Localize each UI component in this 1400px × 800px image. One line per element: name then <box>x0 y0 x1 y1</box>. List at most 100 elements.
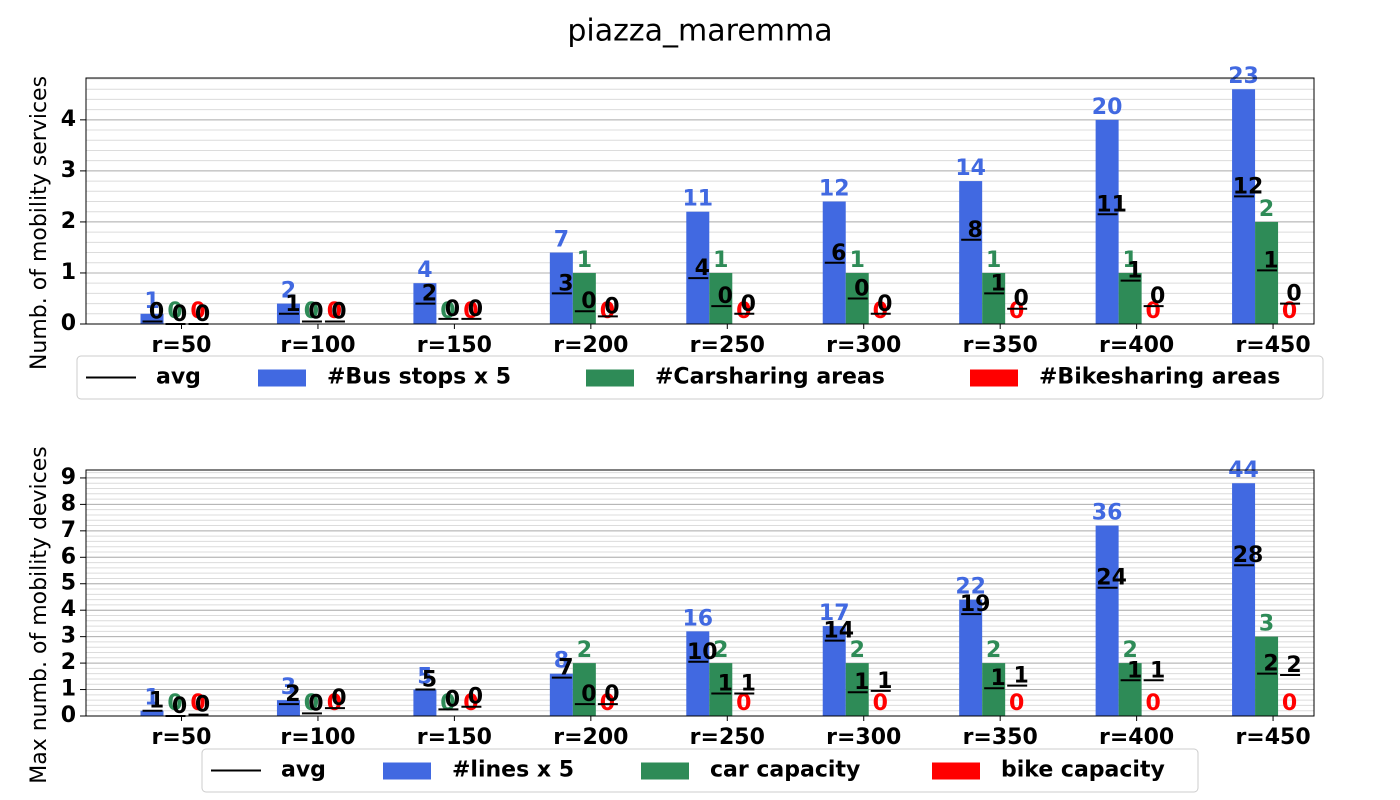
bar <box>845 663 869 716</box>
avg-label: 2 <box>1263 652 1278 677</box>
avg-label: 0 <box>877 292 892 317</box>
value-label: 0 <box>167 691 182 716</box>
value-label: 2 <box>577 638 592 663</box>
avg-label: 19 <box>960 592 991 617</box>
x-tick-label: r=450 <box>1235 725 1310 750</box>
avg-label: 0 <box>445 297 460 322</box>
bar <box>1255 221 1279 324</box>
x-tick-label: r=150 <box>417 725 492 750</box>
avg-label: 0 <box>172 302 187 327</box>
y-tick-label: 1 <box>61 260 76 285</box>
bar <box>413 689 437 716</box>
avg-label: 11 <box>1096 192 1127 217</box>
bar <box>982 663 1006 716</box>
value-label: 7 <box>554 228 569 253</box>
x-tick-label: r=400 <box>1099 725 1174 750</box>
avg-label: 2 <box>422 282 437 307</box>
legend-swatch <box>932 762 980 780</box>
value-label: 0 <box>736 691 751 716</box>
y-tick-label: 7 <box>61 518 76 543</box>
avg-label: 1 <box>991 271 1006 296</box>
x-tick-label: r=200 <box>553 725 628 750</box>
legend-label: #Carsharing areas <box>655 365 885 390</box>
bar <box>1095 119 1119 325</box>
legend-label: #Bus stops x 5 <box>327 365 511 390</box>
value-label: 3 <box>281 675 296 700</box>
avg-label: 0 <box>445 687 460 712</box>
avg-label: 4 <box>695 256 710 281</box>
bar <box>1255 636 1279 716</box>
legend-box <box>76 355 1324 400</box>
avg-label: 0 <box>308 299 323 324</box>
avg-label: 0 <box>604 294 619 319</box>
x-tick-label: r=50 <box>152 333 212 358</box>
avg-label: 0 <box>149 299 164 324</box>
avg-label: 5 <box>422 668 437 693</box>
avg-label: 1 <box>1150 658 1165 683</box>
y-tick-label: 3 <box>61 158 76 183</box>
avg-label: 1 <box>1014 664 1029 689</box>
avg-label: 0 <box>604 682 619 707</box>
legend-label: avg <box>156 365 201 390</box>
value-label: 0 <box>1282 691 1297 716</box>
bar <box>959 599 983 716</box>
avg-label: 1 <box>991 666 1006 691</box>
value-label: 3 <box>1259 612 1274 637</box>
x-tick-label: r=150 <box>417 333 492 358</box>
avg-label: 3 <box>558 271 573 296</box>
avg-label: 2 <box>1286 653 1301 678</box>
y-tick-label: 3 <box>61 624 76 649</box>
value-label: 0 <box>304 691 319 716</box>
y-tick-label: 4 <box>61 597 76 622</box>
value-label: 2 <box>1122 638 1137 663</box>
bar <box>140 710 164 716</box>
value-label: 0 <box>190 299 205 324</box>
y-tick-label: 0 <box>61 703 76 728</box>
avg-label: 28 <box>1233 543 1264 568</box>
avg-label: 0 <box>331 686 346 711</box>
value-label: 5 <box>417 665 432 690</box>
avg-label: 1 <box>1263 248 1278 273</box>
avg-label: 1 <box>741 672 756 697</box>
avg-label: 1 <box>149 689 164 714</box>
avg-label: 8 <box>968 218 983 243</box>
legend-swatch <box>258 369 306 387</box>
bar <box>549 252 573 324</box>
value-label: 2 <box>986 638 1001 663</box>
legend-swatch <box>641 762 689 780</box>
avg-label: 0 <box>1014 287 1029 312</box>
value-label: 0 <box>327 691 342 716</box>
bar <box>1232 89 1256 325</box>
bar <box>959 181 983 324</box>
avg-label: 0 <box>195 302 210 327</box>
avg-label: 24 <box>1096 566 1127 591</box>
value-label: 23 <box>1228 64 1259 89</box>
bar <box>982 272 1006 324</box>
x-tick-label: r=250 <box>690 333 765 358</box>
value-label: 44 <box>1228 458 1259 483</box>
legend-swatch <box>970 369 1018 387</box>
y-tick-label: 4 <box>61 107 76 132</box>
avg-label: 1 <box>877 669 892 694</box>
avg-label: 6 <box>831 241 846 266</box>
value-label: 2 <box>281 279 296 304</box>
bar <box>140 313 164 324</box>
value-label: 1 <box>850 248 865 273</box>
value-label: 2 <box>1259 197 1274 222</box>
x-tick-label: r=400 <box>1099 333 1174 358</box>
value-label: 2 <box>850 638 865 663</box>
avg-label: 0 <box>195 693 210 718</box>
avg-label: 2 <box>285 682 300 707</box>
value-label: 2 <box>713 638 728 663</box>
legend-box <box>201 748 1199 793</box>
avg-label: 0 <box>468 685 483 710</box>
x-tick-label: r=350 <box>963 725 1038 750</box>
x-tick-label: r=100 <box>280 333 355 358</box>
legend-swatch <box>383 762 431 780</box>
avg-label: 0 <box>468 297 483 322</box>
value-label: 1 <box>1122 248 1137 273</box>
value-label: 17 <box>819 601 850 626</box>
y-axis-label: Max numb. of mobility devices <box>27 446 52 784</box>
axes-frame <box>85 77 1315 325</box>
